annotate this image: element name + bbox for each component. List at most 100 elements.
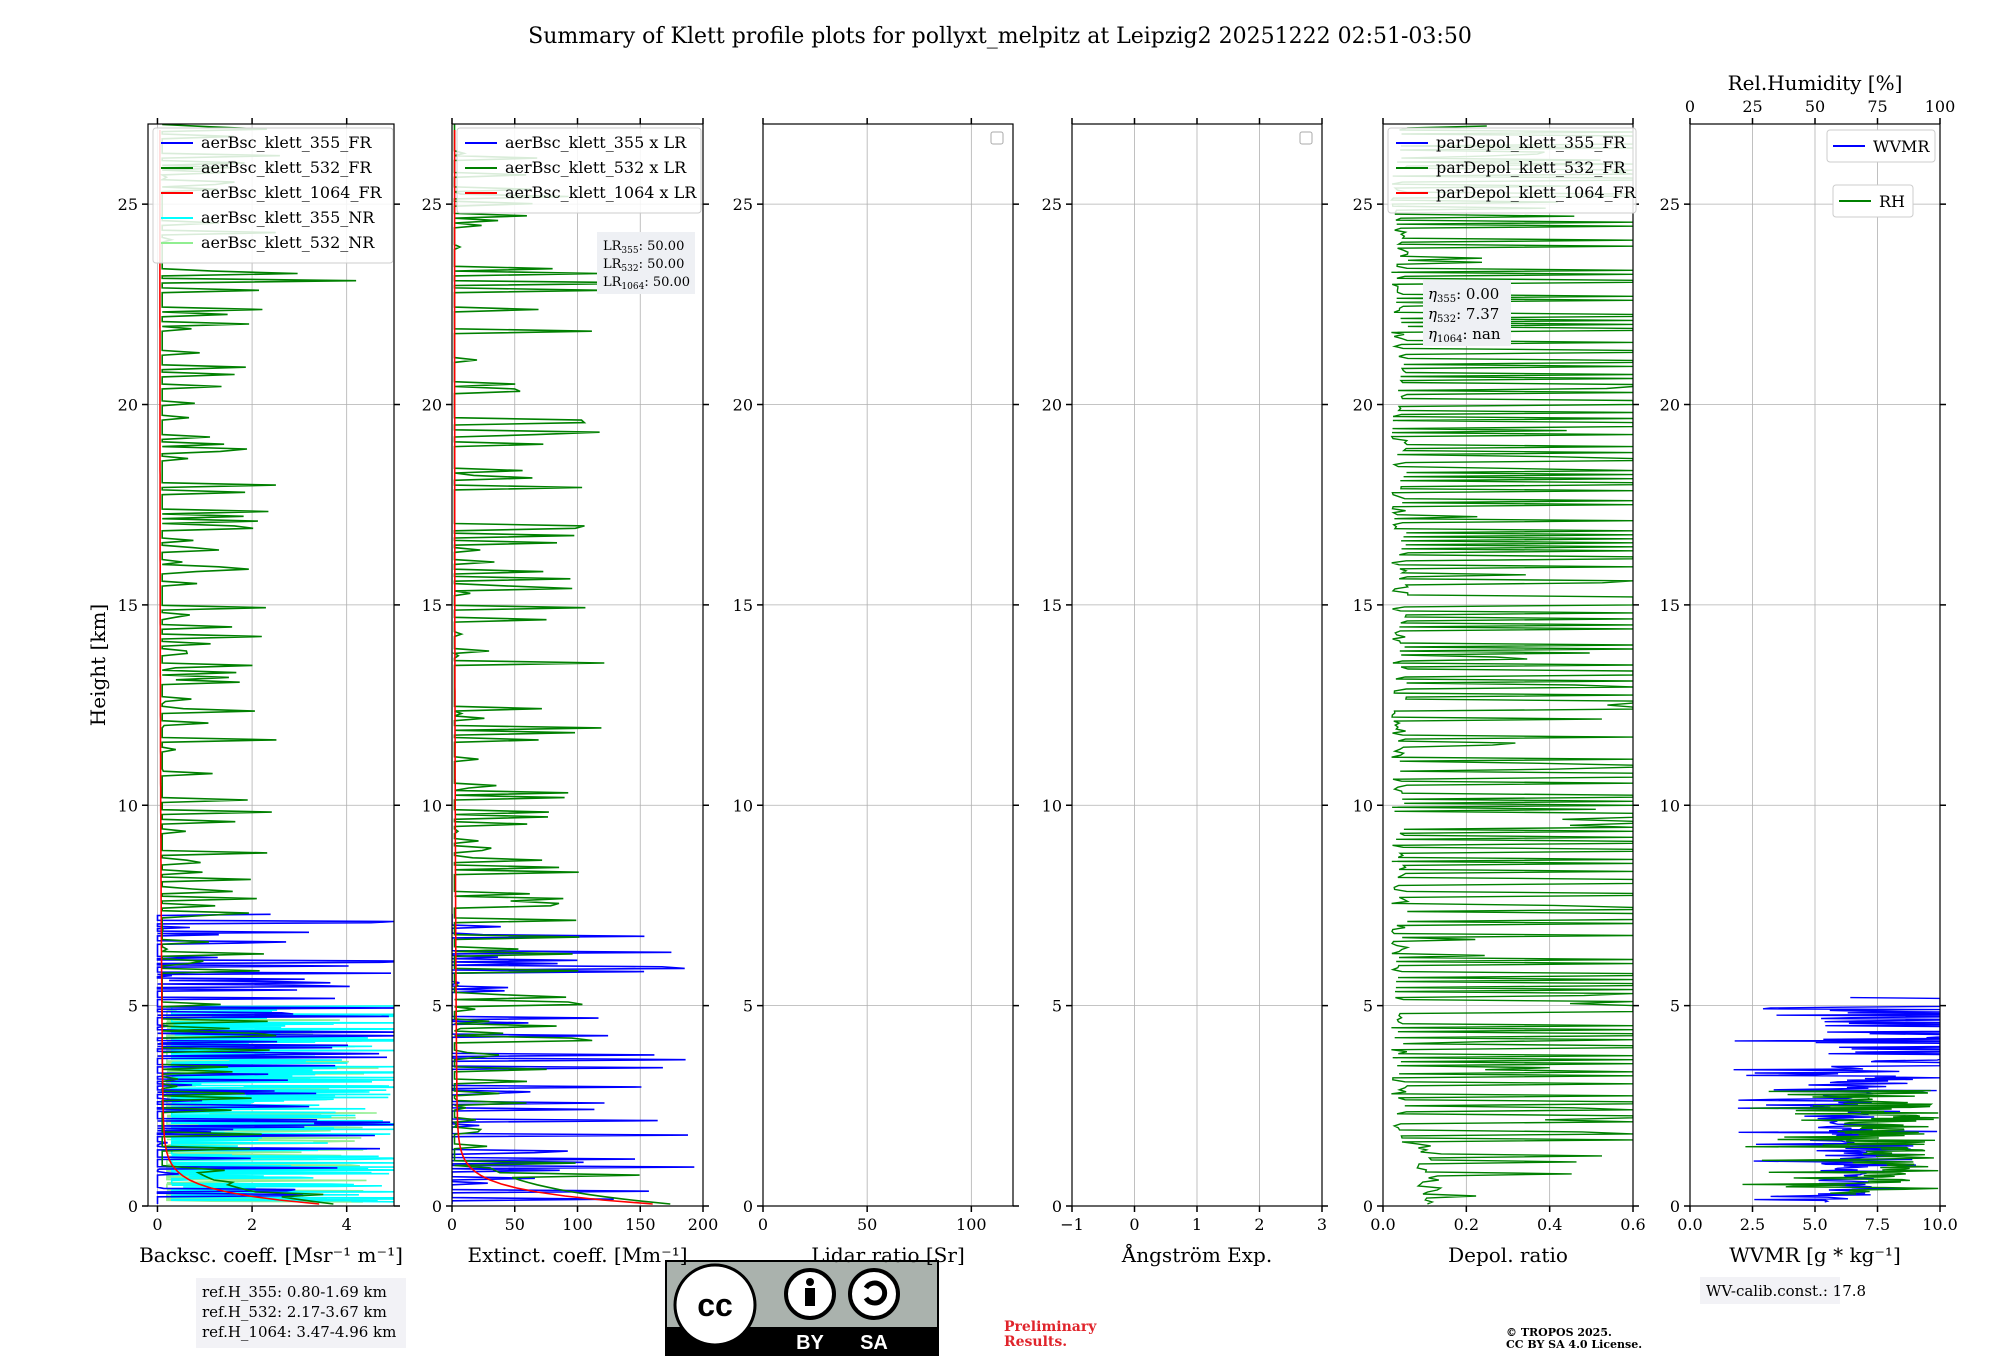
xtick-label: 5.0 (1802, 1215, 1827, 1234)
xtick-label: 4 (342, 1215, 352, 1234)
series-backscatter (156, 124, 394, 1205)
legend-entry: aerBsc_klett_532 x LR (505, 158, 687, 177)
top-xtick-label: 75 (1867, 97, 1887, 116)
xtick-label: 0.2 (1454, 1215, 1479, 1234)
grid-angstrom (1071, 124, 1323, 1207)
ytick-label: 15 (422, 596, 442, 615)
ytick-label: 25 (1353, 195, 1373, 214)
by-label: BY (796, 1332, 824, 1354)
legend-box (1387, 127, 1637, 214)
x-axis-label: WVMR [g * kg⁻¹] (1729, 1243, 1901, 1267)
ytick-label: 15 (1353, 596, 1373, 615)
cc-logo-letters: cc (697, 1287, 733, 1323)
xtick-label: 0 (152, 1215, 162, 1234)
legend-box (152, 127, 394, 264)
ytick-label: 10 (118, 796, 138, 815)
ytick-label: 5 (1052, 997, 1062, 1016)
profile-355-ext (452, 913, 695, 1204)
ytick-label: 25 (733, 195, 753, 214)
lr-annotation-532: LR532: 50.00 (603, 257, 684, 274)
x-axis-label: Depol. ratio (1448, 1243, 1568, 1267)
xtick-label: 100 (956, 1215, 987, 1234)
top-xtick-label: 25 (1742, 97, 1762, 116)
top-xtick-label: 0 (1685, 97, 1695, 116)
legend-water_vapor: WVMR RH (1826, 129, 1936, 218)
axes-frame-lidar_ratio (762, 123, 1014, 1207)
legend-extinction: aerBsc_klett_355 x LR aerBsc_klett_532 x … (456, 127, 702, 214)
ytick-label: 15 (118, 596, 138, 615)
x-axis-label: Ångström Exp. (1121, 1242, 1272, 1267)
wv-calibration-constant: WV-calib.const.: 17.8 (1706, 1282, 1866, 1300)
profile-1064-ext (453, 130, 653, 1205)
cc-license-logo: cc BY SA (665, 1260, 939, 1356)
legend-entry: aerBsc_klett_355_FR (201, 133, 372, 152)
preliminary-line1: Preliminary (1004, 1319, 1097, 1335)
ytick-label: 25 (422, 195, 442, 214)
ref-height-1064: ref.H_1064: 3.47-4.96 km (202, 1323, 396, 1341)
lr-annotation-1064: LR1064: 50.00 (603, 275, 690, 292)
xtick-label: 1 (1192, 1215, 1202, 1234)
xtick-label: 0.0 (1370, 1215, 1395, 1234)
ytick-label: 10 (733, 796, 753, 815)
xtick-label: 10.0 (1922, 1215, 1958, 1234)
xtick-label: 0.6 (1620, 1215, 1645, 1234)
xtick-label: 0 (1129, 1215, 1139, 1234)
xtick-label: 0.0 (1677, 1215, 1702, 1234)
legend-depolarization: parDepol_klett_355_FR parDepol_klett_532_… (1387, 127, 1637, 214)
profile-rh (1742, 1089, 1939, 1195)
profile-wvmr (1733, 996, 1940, 1203)
ytick-label: 0 (128, 1197, 138, 1216)
x-axis-label: Extinct. coeff. [Mm⁻¹] (467, 1243, 687, 1267)
ytick-label: 0 (432, 1197, 442, 1216)
series-extinction (452, 124, 695, 1205)
legend-entry: parDepol_klett_1064_FR (1436, 183, 1637, 202)
legend-box (1832, 184, 1914, 218)
legend-entry: aerBsc_klett_532_FR (201, 158, 372, 177)
ytick-label: 10 (1042, 796, 1062, 815)
xtick-label: 100 (562, 1215, 593, 1234)
ytick-label: 5 (128, 997, 138, 1016)
empty-legend (990, 131, 1004, 145)
ref-height-355: ref.H_355: 0.80-1.69 km (202, 1283, 387, 1301)
ytick-label: 0 (1363, 1197, 1373, 1216)
ytick-label: 20 (118, 396, 138, 415)
axes-frame-depolarization (1382, 123, 1634, 1207)
ytick-label: 0 (1052, 1197, 1062, 1216)
ref-height-532: ref.H_532: 2.17-3.67 km (202, 1303, 387, 1321)
x-axis-label: Lidar ratio [Sr] (811, 1243, 965, 1267)
ytick-label: 15 (1042, 596, 1062, 615)
panel-depolarization: 0 5 10 15 20 25 0.0 0.2 0.4 0.6 Depol. ratio parDep… (1353, 118, 1646, 1267)
sa-label: SA (860, 1332, 888, 1354)
xtick-label: 0 (447, 1215, 457, 1234)
top-axis-label: Rel.Humidity [%] (1728, 71, 1903, 95)
grid-lidar_ratio (762, 124, 1013, 1207)
cc-icon (673, 1263, 757, 1347)
xtick-label: −1 (1060, 1215, 1084, 1234)
profile-1064-fr (159, 130, 320, 1205)
legend-entry: WVMR (1873, 137, 1930, 156)
legend-entry: aerBsc_klett_355_NR (201, 208, 375, 227)
eta-annotation-1064: η1064: nan (1428, 325, 1501, 345)
ytick-label: 5 (432, 997, 442, 1016)
legend-entry: aerBsc_klett_1064 x LR (505, 183, 697, 202)
xtick-label: 2 (1254, 1215, 1264, 1234)
legend-entry: parDepol_klett_532_FR (1436, 158, 1627, 177)
x-axis-label: Backsc. coeff. [Msr⁻¹ m⁻¹] (139, 1243, 403, 1267)
legend-entry: aerBsc_klett_1064_FR (201, 183, 383, 202)
ytick-label: 20 (1660, 396, 1680, 415)
ytick-label: 15 (733, 596, 753, 615)
eta-annotation-355: η355: 0.00 (1428, 285, 1499, 305)
ytick-label: 10 (1353, 796, 1373, 815)
reference-height-box: ref.H_355: 0.80-1.69 km ref.H_532: 2.17-… (196, 1278, 406, 1348)
xtick-label: 2 (247, 1215, 257, 1234)
legend-box (456, 127, 702, 214)
panel-backscatter: 0 5 10 15 20 25 0 2 4 Backsc. coeff. [Msr⁻¹ m⁻¹] H… (86, 118, 403, 1267)
ytick-label: 25 (1042, 195, 1062, 214)
legend-box (1826, 129, 1936, 163)
eta-annotation-532: η532: 7.37 (1428, 305, 1499, 325)
annotation-box (597, 232, 695, 294)
